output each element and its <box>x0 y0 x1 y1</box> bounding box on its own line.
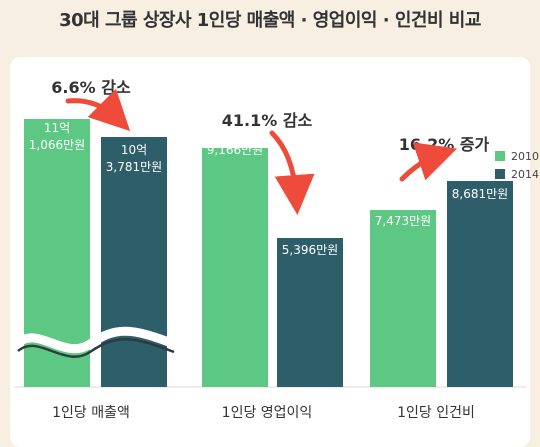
legend: 2010 2014 <box>495 147 539 183</box>
legend-swatch-2010 <box>495 151 505 161</box>
legend-item-2014: 2014 <box>495 165 539 183</box>
bar-2014-2 <box>277 238 343 387</box>
data-label-2014-3: 8,681만원 <box>452 187 508 201</box>
legend-swatch-2014 <box>495 169 505 179</box>
data-label-2010-2: 9,166만원 <box>207 143 263 157</box>
bar-2014-3 <box>447 181 513 387</box>
chart-card: 11억 1,066만원 9,166만원 7,473만원 10억 3,781만원 5,396만… <box>10 57 539 447</box>
data-label-2014-1: 10억 3,781만원 <box>106 143 162 174</box>
annotation-1: 6.6% 감소 <box>51 78 131 97</box>
axis-break-wave <box>14 326 176 354</box>
legend-item-2010: 2010 <box>495 147 539 165</box>
data-label-2010-3: 7,473만원 <box>375 214 431 228</box>
legend-label-2014: 2014 <box>511 167 539 181</box>
category-label-1: 1인당 매출액 <box>52 405 130 421</box>
category-label-2: 1인당 영업이익 <box>222 405 313 421</box>
bar-2014-1 <box>101 137 167 387</box>
data-label-2010-1: 11억 1,066만원 <box>29 121 85 152</box>
annotation-arrow-3 <box>399 142 457 182</box>
bar-chart: 11억 1,066만원 9,166만원 7,473만원 10억 3,781만원 5,396만… <box>14 78 526 421</box>
annotation-3: 16.2% 증가 <box>399 135 490 154</box>
axis-break-line <box>17 338 175 358</box>
annotation-2: 41.1% 감소 <box>222 111 313 130</box>
annotation-arrow-1 <box>65 88 131 132</box>
category-label-3: 1인당 인건비 <box>397 405 475 421</box>
data-label-2014-2: 5,396만원 <box>282 243 338 257</box>
page-title: 30대 그룹 상장사 1인당 매출액 · 영업이익 · 인건비 비교 <box>59 10 481 31</box>
annotation-arrow-2 <box>269 130 315 215</box>
legend-label-2010: 2010 <box>511 149 539 163</box>
bar-2010-3 <box>370 210 436 387</box>
bar-2010-2 <box>202 148 268 387</box>
